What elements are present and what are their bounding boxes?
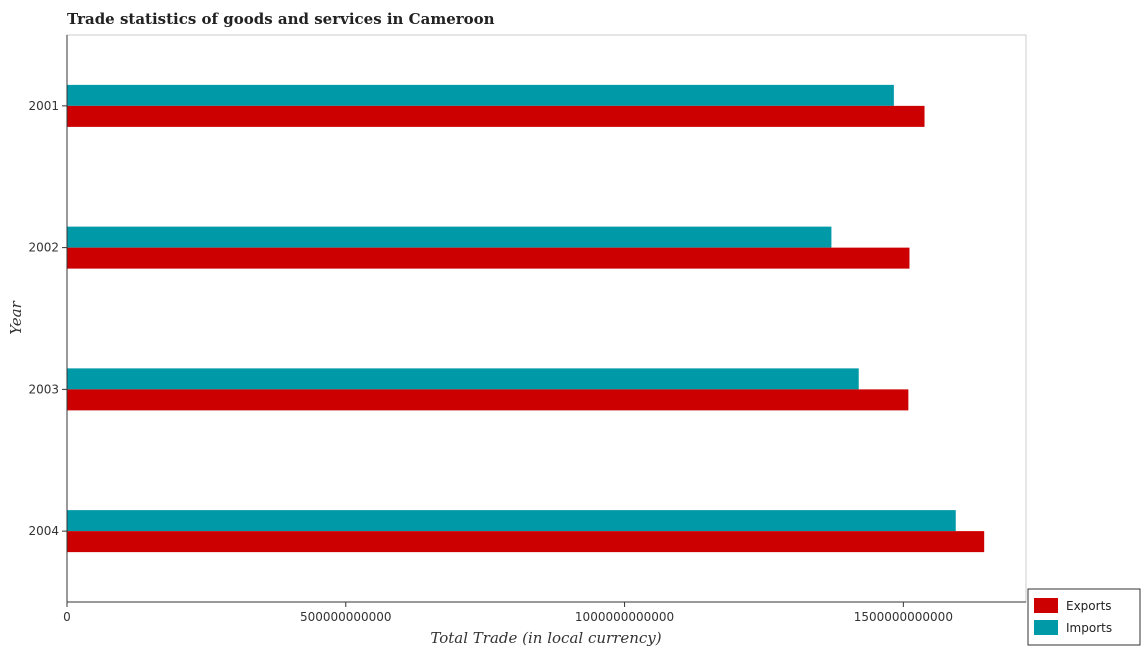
y-axis-label: Year	[7, 300, 25, 334]
legend-swatch-exports	[1034, 598, 1058, 613]
bar-exports-2004	[67, 531, 985, 553]
legend-swatch-imports	[1034, 620, 1058, 635]
x-tick-label: 1000000000000	[575, 610, 674, 624]
bar-imports-2003	[67, 368, 859, 390]
y-tick-label: 2002	[28, 241, 59, 255]
y-tick-label: 2003	[28, 382, 59, 396]
legend-label-imports: Imports	[1066, 621, 1112, 635]
bar-exports-2003	[67, 389, 909, 411]
plot-area	[66, 34, 1027, 603]
x-axis-ticks: 0 500000000000 1000000000000 1500000000000	[63, 602, 953, 624]
x-tick-label: 500000000000	[300, 610, 392, 624]
legend-box	[1027, 588, 1141, 646]
x-tick-label: 0	[63, 610, 71, 624]
bar-imports-2001	[67, 84, 894, 106]
legend: Exports Imports	[1027, 588, 1141, 646]
y-tick-label: 2004	[28, 524, 59, 538]
legend-label-exports: Exports	[1066, 599, 1112, 613]
y-axis-ticks: 2001 2002 2003 2004	[28, 99, 67, 538]
y-tick-label: 2001	[28, 99, 59, 113]
bar-exports-2001	[67, 105, 925, 127]
chart-title: Trade statistics of goods and services i…	[67, 10, 495, 28]
x-tick-label: 1500000000000	[854, 610, 953, 624]
bar-exports-2002	[67, 247, 910, 269]
bar-imports-2002	[67, 226, 832, 248]
bar-imports-2004	[67, 510, 956, 532]
x-axis-label: Total Trade (in local currency)	[430, 629, 661, 647]
bars-group	[67, 84, 985, 553]
